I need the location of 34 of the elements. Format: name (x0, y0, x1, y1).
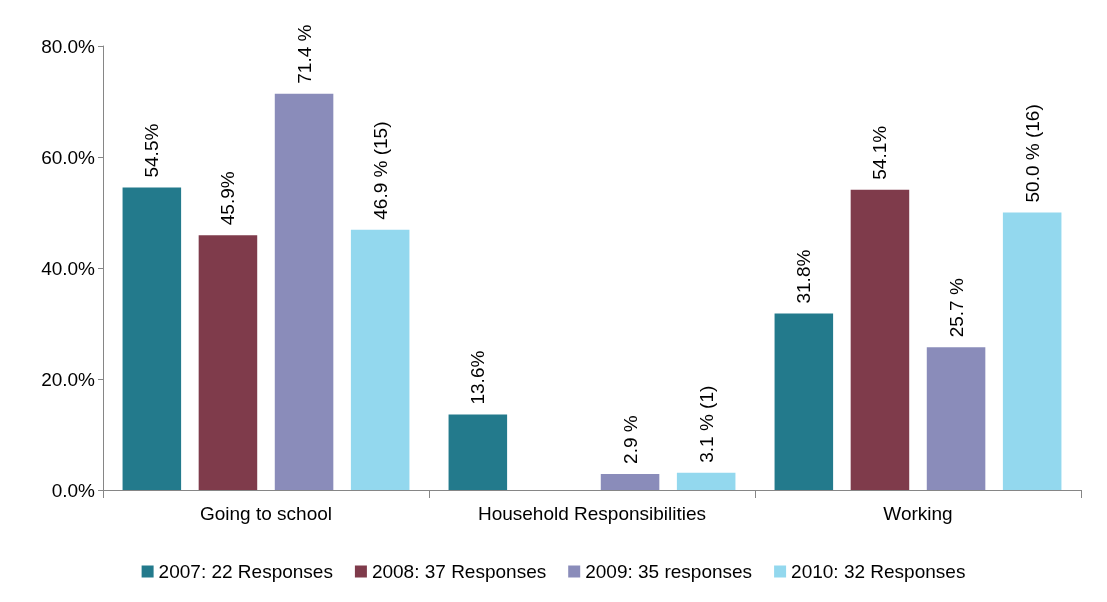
legend-label: 2009: 35 responses (585, 561, 753, 582)
bar (850, 189, 910, 490)
legend-label: 2010: 32 Responses (791, 561, 966, 582)
bar (122, 187, 182, 490)
data-label: 25.7 % (945, 278, 967, 338)
legend-label: 2007: 22 Responses (158, 561, 333, 582)
y-tick-label: 80.0% (41, 35, 96, 57)
bar (198, 235, 258, 490)
data-label: 71.4 % (293, 24, 315, 84)
bar (448, 414, 508, 490)
x-tick-label: Working (883, 503, 953, 524)
bar (926, 347, 986, 490)
data-label: 13.6% (467, 350, 489, 405)
bar (274, 93, 334, 490)
bar (600, 473, 660, 490)
bar (1002, 212, 1062, 490)
data-label: 2.9 % (619, 415, 641, 464)
x-tick-label: Household Responsibilities (477, 503, 707, 524)
data-label: 54.1% (869, 125, 891, 180)
data-label: 46.9 % (15) (369, 121, 391, 220)
data-label: 3.1 % (1) (695, 385, 717, 463)
bar (774, 313, 834, 490)
data-label: 54.5% (141, 123, 163, 178)
y-tick-label: 60.0% (41, 146, 96, 168)
x-tick-label: Going to school (199, 503, 333, 524)
data-label: 31.8% (793, 249, 815, 304)
bar (350, 229, 410, 490)
data-label: 50.0 % (16) (1021, 104, 1043, 203)
y-tick-label: 0.0% (51, 479, 96, 501)
y-tick-label: 20.0% (41, 368, 96, 390)
legend-label: 2008: 37 Responses (371, 561, 547, 582)
bar (676, 472, 736, 490)
data-label: 45.9% (217, 171, 239, 226)
y-tick-label: 40.0% (41, 257, 96, 279)
